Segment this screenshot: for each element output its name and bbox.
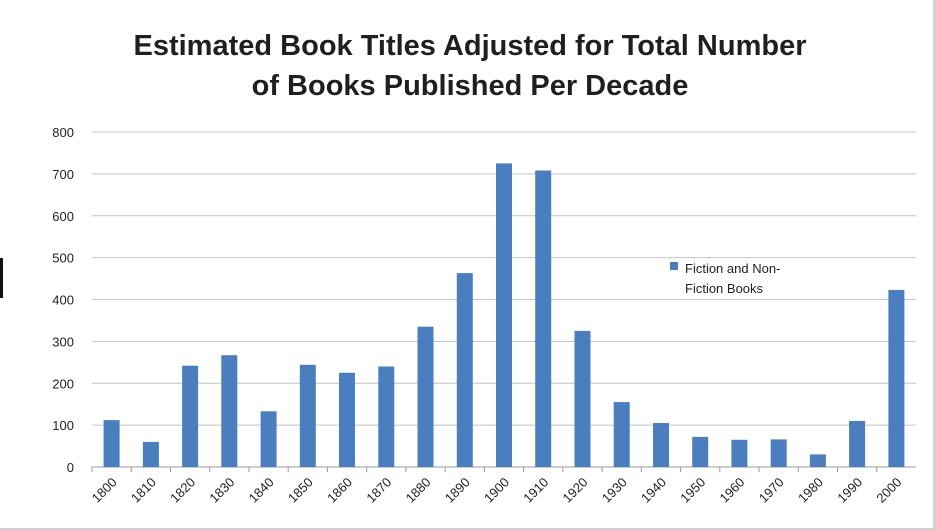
bar-1810 (142, 441, 159, 467)
y-tick-label: 600 (52, 209, 74, 224)
x-tick-label: 1960 (716, 475, 747, 506)
bars (103, 163, 905, 467)
bar-1820 (182, 365, 199, 467)
bar-1970 (770, 439, 787, 467)
y-tick-label: 200 (52, 376, 74, 391)
bar-1850 (299, 364, 316, 467)
x-axis-ticks: 1800 1810 1820 1830 1840 1850 1860 1870 1880 1890… (89, 467, 905, 506)
x-tick-label: 1900 (481, 475, 512, 506)
bar-1980 (809, 454, 826, 467)
y-tick-label: 400 (52, 293, 74, 308)
bar-1930 (613, 402, 630, 467)
y-tick-label: 100 (52, 418, 74, 433)
x-tick-label: 1810 (128, 475, 159, 506)
bar-1800 (103, 420, 120, 467)
frame-right-border (933, 0, 935, 530)
x-tick-label: 1890 (442, 475, 473, 506)
bar-1830 (221, 355, 238, 467)
x-tick-label: 1880 (403, 475, 434, 506)
bar-1840 (260, 411, 277, 467)
x-tick-label: 1860 (324, 475, 355, 506)
chart-title-line-2: of Books Published Per Decade (251, 70, 689, 102)
x-tick-label: 1870 (363, 475, 394, 506)
legend-label-line-2: Fiction Books (685, 281, 764, 296)
bar-1860 (339, 372, 355, 467)
legend: Fiction and Non- Fiction Books (670, 261, 780, 296)
x-tick-label: 1910 (520, 475, 551, 506)
x-tick-label: 1820 (167, 475, 198, 506)
bar-1960 (731, 439, 748, 467)
x-tick-label: 1930 (599, 475, 630, 506)
chart-title-line-1: Estimated Book Titles Adjusted for Total… (133, 30, 807, 62)
x-tick-label: 1850 (285, 475, 316, 506)
edge-marker (0, 258, 3, 298)
x-tick-label: 1940 (638, 475, 669, 506)
x-tick-label: 1970 (756, 475, 787, 506)
x-tick-label: 2000 (873, 475, 904, 506)
bar-1870 (378, 366, 395, 467)
bar-1990 (849, 420, 866, 467)
x-tick-label: 1800 (89, 475, 120, 506)
x-tick-label: 1980 (795, 475, 826, 506)
x-tick-label: 1840 (246, 475, 277, 506)
bar-1920 (574, 330, 591, 467)
legend-label-line-1: Fiction and Non- (685, 261, 780, 276)
y-tick-label: 800 (52, 125, 74, 140)
chart-title: Estimated Book Titles Adjusted for Total… (60, 26, 880, 106)
bar-1950 (692, 436, 709, 467)
bar-1910 (535, 170, 552, 467)
x-tick-label: 1990 (834, 475, 865, 506)
y-tick-label: 300 (52, 334, 74, 349)
x-tick-label: 1920 (560, 475, 591, 506)
bar-1890 (456, 273, 473, 467)
y-axis-ticks: 0 100 200 300 400 500 600 700 800 (52, 125, 74, 475)
x-tick-label: 1950 (677, 475, 708, 506)
y-tick-label: 0 (67, 460, 74, 475)
y-tick-label: 700 (52, 167, 74, 182)
y-tick-label: 500 (52, 251, 74, 266)
bar-2000 (888, 289, 905, 467)
x-tick-label: 1830 (206, 475, 237, 506)
bar-1940 (653, 423, 669, 467)
bar-1880 (417, 326, 434, 467)
legend-swatch (670, 262, 678, 270)
bar-1900 (496, 163, 512, 467)
frame-bottom-border (0, 528, 935, 530)
